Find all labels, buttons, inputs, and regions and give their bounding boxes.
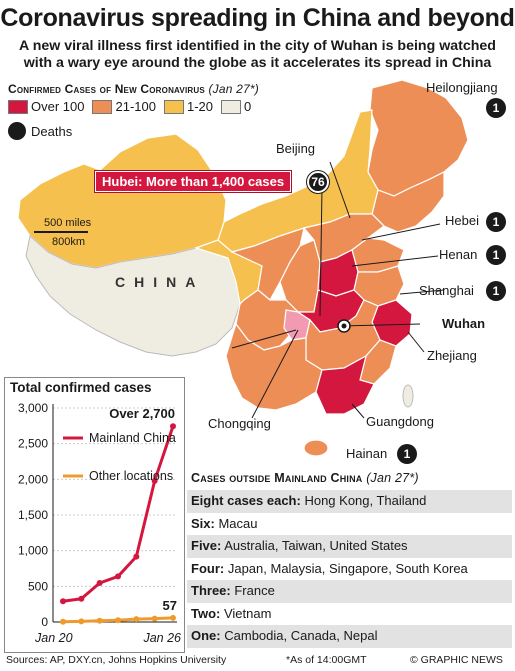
data-point (170, 614, 176, 621)
deaths-badge-hainan: 1 (397, 444, 417, 464)
y-tick-label: 500 (28, 579, 48, 593)
label-hainan: Hainan (346, 446, 388, 461)
data-point (78, 595, 85, 602)
y-tick-label: 1,000 (18, 544, 48, 558)
legend-label-mainland: Mainland China (89, 431, 176, 445)
deaths-badge-heilongjiang: 1 (486, 98, 506, 118)
table-row: Four: Japan, Malaysia, Singapore, South … (187, 557, 512, 580)
country-label: CHINA (115, 274, 205, 290)
hubei-callout: Hubei: More than 1,400 cases (95, 171, 292, 192)
x-tick-label-start: Jan 20 (34, 631, 73, 645)
table-row: Three: France (187, 580, 512, 603)
data-point (151, 615, 158, 622)
cases-line-chart: 0 500 1,000 1,500 2,000 2,500 3,000 Mainland Ch… (18, 401, 181, 645)
label-chongqing: Chongqing (208, 416, 271, 431)
region-tibet (25, 235, 241, 357)
label-hebei: Hebei (445, 213, 479, 228)
footer-note: *As of 14:00GMT (286, 654, 367, 666)
label-guangdong: Guangdong (366, 414, 434, 429)
label-shanghai: Shanghai (419, 283, 474, 298)
table-row-key: Eight cases each: (191, 493, 301, 508)
legend-title: Confirmed Cases of New Coronavirus (Jan … (8, 82, 259, 96)
legend-item-0: 0 (221, 99, 251, 114)
y-tick-label: 1,500 (18, 508, 48, 522)
data-point (170, 423, 176, 430)
legend-deaths: Deaths (8, 122, 72, 140)
deaths-badge-hebei: 1 (486, 212, 506, 232)
scale-km: 800km (52, 236, 86, 248)
table-row-value: Australia, Taiwan, United States (224, 538, 408, 553)
footer-credit: © GRAPHIC NEWS (410, 654, 503, 666)
legend-item-1-20: 1-20 (163, 99, 213, 114)
y-tick-label: 2,000 (18, 472, 48, 486)
region-hainan (303, 439, 329, 457)
table-row: Five: Australia, Taiwan, United States (187, 535, 512, 558)
chart-title: Total confirmed cases (10, 380, 152, 395)
table-row: Eight cases each: Hong Kong, Thailand (187, 490, 512, 513)
y-tick-label: 3,000 (18, 401, 48, 415)
table-row: Two: Vietnam (187, 602, 512, 625)
label-henan: Henan (439, 247, 478, 262)
table-row: Six: Macau (187, 512, 512, 535)
table-row-value: Macau (218, 515, 258, 531)
legend-label-other: Other locations (89, 469, 173, 483)
data-point (60, 598, 66, 605)
label-wuhan: Wuhan (442, 316, 486, 331)
data-point (133, 553, 140, 560)
footer-sources: Sources: AP, DXY.cn, Johns Hopkins Unive… (6, 654, 227, 666)
table-row-value: France (234, 583, 275, 598)
table-row-value: Vietnam (223, 605, 272, 621)
annotation-main: Over 2,700 (109, 406, 175, 421)
deaths-badge-hubei: 76 (307, 171, 329, 193)
table-row-value: Japan, Malaysia, Singapore, South Korea (227, 560, 468, 576)
data-point (78, 618, 85, 625)
data-point (115, 617, 121, 624)
deaths-badge-henan: 1 (486, 245, 506, 265)
table-row-value: Cambodia, Canada, Nepal (224, 628, 378, 643)
table-row-key: Four: (191, 560, 225, 576)
table-row-key: Two: (191, 605, 221, 621)
data-point (133, 616, 140, 623)
region-guangdong (315, 354, 375, 415)
label-beijing: Beijing (276, 141, 316, 156)
page-subtitle: A new viral illness first identified in … (19, 38, 496, 71)
legend-item-21-100: 21-100 (92, 99, 156, 114)
cases-chart-panel: Total confirmed cases 0 500 1,000 1,500 2,00… (4, 377, 185, 653)
data-point (60, 618, 66, 625)
x-tick-label-end: Jan 26 (142, 631, 181, 645)
outside-cases-table: Cases outside Mainland China (Jan 27*) E… (187, 468, 512, 648)
table-row-key: Five: (191, 538, 222, 553)
data-point (96, 579, 103, 586)
legend: Over 100 21-100 1-20 0 (8, 99, 251, 114)
label-heilongjiang: Heilongjiang (426, 80, 498, 95)
table-row-key: Three: (191, 583, 231, 598)
legend-item-over-100: Over 100 (8, 99, 84, 114)
table-row: One: Cambodia, Canada, Nepal (187, 625, 512, 648)
table-row-value: Hong Kong, Thailand (304, 493, 427, 508)
label-zhejiang: Zhejiang (427, 348, 477, 363)
table-title: Cases outside Mainland China (Jan 27*) (191, 471, 419, 485)
annotation-other: 57 (163, 598, 177, 613)
region-taiwan (402, 384, 414, 408)
page-title: Coronavirus spreading in China and beyon… (0, 4, 515, 32)
y-tick-label: 2,500 (18, 437, 48, 451)
table-row-key: Six: (191, 515, 215, 531)
data-point (115, 573, 121, 580)
y-tick-label: 0 (41, 615, 48, 629)
data-point (151, 477, 158, 484)
data-point (96, 617, 103, 624)
scale-miles: 500 miles (44, 217, 92, 229)
death-dot-icon (8, 122, 26, 140)
deaths-badge-shanghai: 1 (486, 281, 506, 301)
table-row-key: One: (191, 628, 221, 643)
